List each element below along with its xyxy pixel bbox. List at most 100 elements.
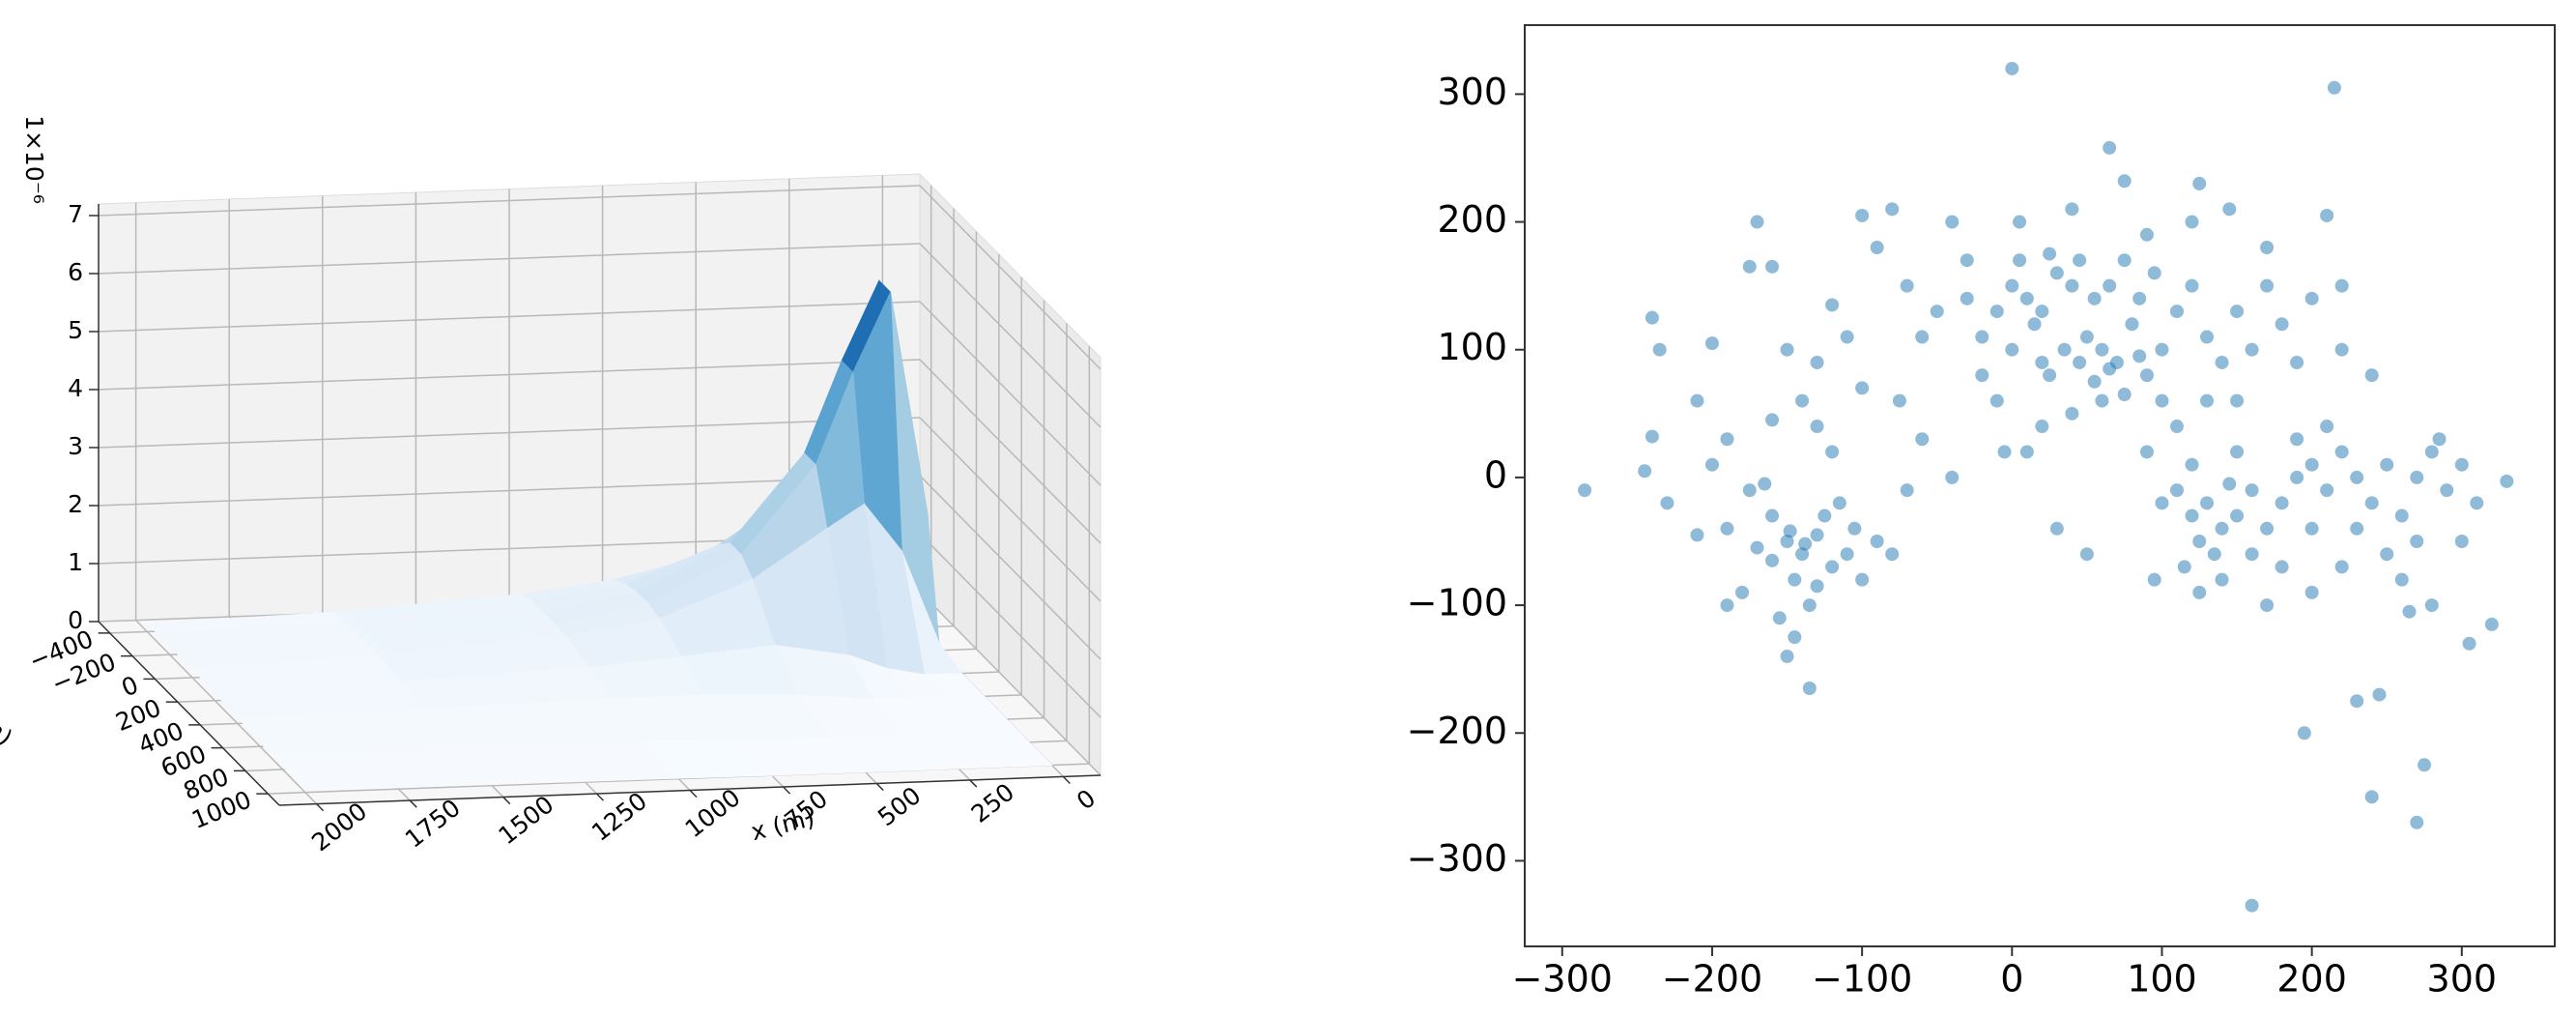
scatter-point [2297,726,2311,740]
scatter-point [2035,355,2049,369]
scatter-point [1795,547,1810,562]
scatter-point [2087,374,2102,389]
scatter-point [2177,560,2191,574]
scatter-point [2470,496,2484,510]
scatter-point [1855,572,1870,587]
x-tick [875,782,884,792]
scatter-point [2260,240,2275,254]
scatter-point [2185,457,2199,472]
scatter-point [2207,547,2221,562]
scatter-point [2139,368,2154,383]
y-tick-label: 200 [1437,198,1507,241]
scatter-point [2200,496,2215,510]
x-tick [409,799,417,808]
grid-line [98,359,921,391]
scatter-point [2230,445,2245,459]
scatter-point [2230,508,2245,523]
scatter-point [2079,547,2094,562]
scatter-point [2095,342,2109,357]
scatter-point [2334,445,2349,459]
scatter-point [2290,432,2304,447]
scatter-point [2215,355,2229,369]
scatter-point [2005,342,2019,357]
axis-line [278,774,1102,806]
scatter-point [1810,420,1824,434]
scatter-point [2364,496,2379,510]
scatter-point [2215,572,2229,587]
scatter-point [2394,572,2409,587]
scatter-point [2304,457,2319,472]
scatter-point [2260,521,2275,536]
scatter-point [2200,330,2215,344]
x-tick [316,803,325,812]
scatter-point [1798,537,1813,551]
axis-line [98,621,280,806]
scatter-point [2260,598,2275,613]
x-tick-label: 0 [1072,784,1101,816]
scatter-point [2350,521,2364,536]
scatter-point [2192,585,2207,599]
scatter-point [2049,521,2064,536]
scatter-point [2065,406,2079,421]
x-tick-label: −300 [1512,958,1613,1001]
scatter-point [2304,585,2319,599]
scatter-point [2222,477,2237,491]
scatter-point [1660,496,1674,510]
scatter-point [2484,617,2499,631]
scatter-point [1720,521,1734,536]
x-axis-label: x (m) [748,803,817,846]
scatter-point [1788,572,1802,587]
scatter-point [1652,342,1667,357]
x-tick-label: −100 [1812,958,1912,1001]
x-tick [502,797,511,805]
scatter-point [1742,259,1757,274]
x-tick-label: −200 [1662,958,1762,1001]
grid-line [98,243,921,275]
scatter-point [2139,227,2154,242]
scatter-point [2147,266,2161,280]
scatter-point [1975,368,1989,383]
scatter-point [2013,253,2027,268]
scatter-point [2380,457,2394,472]
scatter-point [2402,604,2417,619]
scatter-point [1900,483,1914,498]
scatter-point [2350,470,2364,484]
scatter-point [2073,355,2087,369]
scatter-point [2147,572,2161,587]
grid-line [98,417,921,449]
scatter-point [2073,253,2087,268]
scatter-point [2087,291,2102,305]
scatter-point [1704,457,1719,472]
z-tick-label: 1 [68,548,83,576]
scatter-point [2372,687,2387,702]
scatter-point [2019,291,2034,305]
scatter-point [2155,342,2169,357]
scatter-point [2185,508,2199,523]
scatter-point [2132,291,2147,305]
scatter-point [1802,682,1817,696]
scatter-point [2245,342,2259,357]
y-axis-label: y (m) [0,688,17,752]
scatter-point [2155,496,2169,510]
scatter-point [2275,317,2289,332]
x-tick-label: 0 [2000,958,2023,1001]
scatter-point [1825,298,1840,312]
scatter-point [1885,202,1900,217]
x-tick-label: 1500 [493,790,558,850]
surface-plot: 025050075010001250150017502000−400−20002… [0,115,1102,856]
scatter-point [1690,528,1704,542]
scatter-point [2095,393,2109,408]
scatter-point [2440,483,2454,498]
scatter-point [2424,445,2439,459]
x-tick-label: 500 [873,781,926,831]
grid-line [919,301,1102,486]
scatter-point [2192,176,2207,190]
scatter-point [1734,585,1749,599]
scatter-point [1765,413,1780,427]
z-tick-label: 7 [68,200,83,228]
scatter-point [2005,278,2019,293]
y-tick-label: −100 [1407,582,1507,624]
scatter-point [2043,368,2057,383]
scatter-point [1742,483,1757,498]
